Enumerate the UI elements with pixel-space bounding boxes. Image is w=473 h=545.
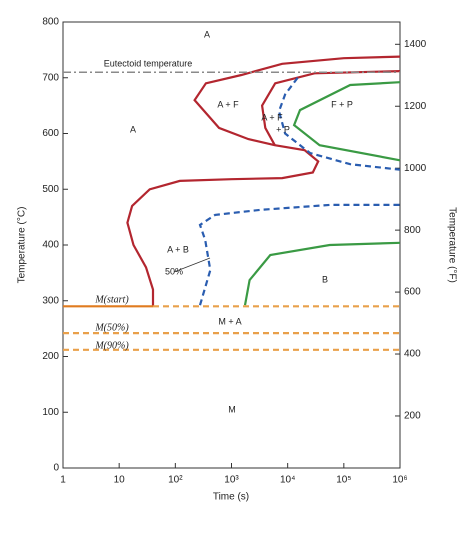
y-tick-label: 200 xyxy=(42,351,59,362)
y2-tick-label: 1000 xyxy=(404,163,427,174)
x-tick-label: 10 xyxy=(114,475,126,486)
x-tick-label: 10⁵ xyxy=(336,475,351,486)
y-tick-label: 600 xyxy=(42,128,59,139)
y2-axis-label: Temperature (°F) xyxy=(446,207,457,283)
y-tick-label: 100 xyxy=(42,407,59,418)
annotation: A + F xyxy=(261,112,283,122)
y2-tick-label: 800 xyxy=(404,225,421,236)
x-tick-label: 10⁶ xyxy=(392,475,407,486)
annotation: A xyxy=(130,124,136,134)
annotation: 50% xyxy=(165,266,183,276)
curve xyxy=(243,241,401,306)
x-tick-label: 10³ xyxy=(224,475,239,486)
y-axis-label: Temperature (°C) xyxy=(17,207,28,284)
curve xyxy=(277,77,401,171)
curve xyxy=(260,70,401,146)
curve xyxy=(292,81,401,162)
annotation: B xyxy=(322,274,328,284)
y2-tick-label: 1200 xyxy=(404,101,427,112)
y2-tick-label: 1400 xyxy=(404,39,427,50)
y-tick-label: 700 xyxy=(42,72,59,83)
y-tick-label: 300 xyxy=(42,295,59,306)
annotation: A + B xyxy=(167,244,189,254)
annotation: Eutectoid temperature xyxy=(104,58,193,68)
annotation: A + F xyxy=(217,99,239,109)
x-tick-label: 1 xyxy=(60,475,66,486)
x-tick-label: 10⁴ xyxy=(280,475,295,486)
y-tick-label: 500 xyxy=(42,184,59,195)
annotation: M(start) xyxy=(94,294,129,305)
y-tick-label: 800 xyxy=(42,17,59,28)
y2-tick-label: 400 xyxy=(404,349,421,360)
x-tick-label: 10² xyxy=(168,475,183,486)
annotation: F + P xyxy=(331,99,353,109)
y-tick-label: 400 xyxy=(42,240,59,251)
curve xyxy=(198,203,400,306)
annotation: M xyxy=(228,404,236,414)
annotation: M(90%) xyxy=(94,340,129,351)
y2-tick-label: 600 xyxy=(404,287,421,298)
y-tick-label: 0 xyxy=(53,463,59,474)
curve xyxy=(126,55,401,307)
annotation: + P xyxy=(276,124,290,134)
annotation: M + A xyxy=(218,316,241,326)
annotation: A xyxy=(204,29,210,39)
annotation: M(50%) xyxy=(94,322,129,333)
x-axis-label: Time (s) xyxy=(213,492,249,503)
y2-tick-label: 200 xyxy=(404,411,421,422)
annotation-arrow xyxy=(173,257,211,273)
